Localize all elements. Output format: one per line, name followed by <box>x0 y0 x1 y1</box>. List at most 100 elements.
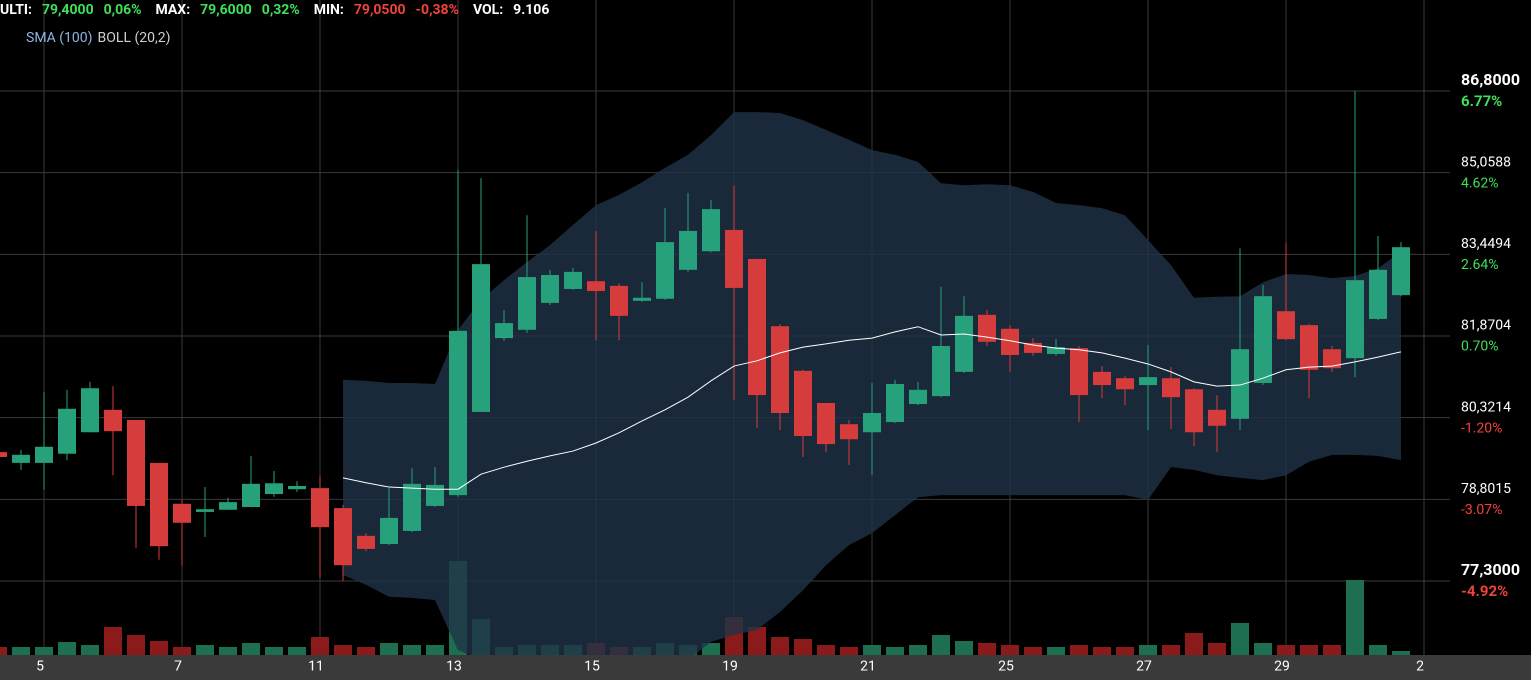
volume-bar <box>1392 651 1410 655</box>
legend-entry: BOLL (20,2) <box>97 30 171 46</box>
volume-bar <box>380 643 398 655</box>
candle-body <box>12 454 30 463</box>
y-tick-label: 78,8015 <box>1461 481 1511 497</box>
volume-bar <box>334 645 352 655</box>
volume-bar <box>150 641 168 655</box>
x-axis-bar <box>0 655 1531 680</box>
candle-body <box>978 314 996 342</box>
candle-body <box>0 452 7 457</box>
volume-bar <box>403 645 421 655</box>
candle-body <box>449 330 467 496</box>
candle-body <box>587 281 605 292</box>
candle-body <box>265 483 283 495</box>
candle-body <box>1093 371 1111 386</box>
volume-bar <box>173 647 191 655</box>
y-tick-label: 85,0588 <box>1461 154 1511 170</box>
header-item: MIN: 79,0500 -0,38% <box>314 2 459 18</box>
candle-body <box>1070 348 1088 396</box>
candle-body <box>840 424 858 440</box>
item-value: 79,4000 <box>41 2 94 18</box>
volume-bar <box>1001 645 1019 655</box>
candle-body <box>1116 378 1134 390</box>
volume-bar <box>702 643 720 655</box>
header: ULTI: 79,4000 0,06% MAX: 79,6000 0,32% MIN: 79,… <box>0 2 563 18</box>
item-change: 0,32% <box>261 2 300 18</box>
candle-body <box>932 346 950 397</box>
volume-bar <box>1346 580 1364 655</box>
candle-body <box>1162 378 1180 398</box>
candle-body <box>357 535 375 549</box>
candle-body <box>679 230 697 270</box>
candle-body <box>1323 349 1341 369</box>
candle-body <box>863 412 881 433</box>
candle-body <box>380 517 398 545</box>
x-tick-label: 19 <box>722 659 738 675</box>
candle-body <box>702 209 720 252</box>
candle-body <box>610 285 628 316</box>
candle-body <box>173 503 191 523</box>
candle-body <box>1392 247 1410 296</box>
volume-bar <box>1277 645 1295 655</box>
legend-entry: SMA (100) <box>26 30 93 46</box>
y-tick-label: 80,3214 <box>1461 399 1511 415</box>
item-label: VOL: <box>472 2 504 18</box>
volume-bar <box>932 635 950 655</box>
candle-body <box>81 388 99 433</box>
candle-body <box>288 485 306 490</box>
y-tick-label: 83,4494 <box>1461 236 1511 252</box>
volume-bar <box>794 639 812 655</box>
x-tick-label: 21 <box>860 659 876 675</box>
volume-bar <box>1024 647 1042 655</box>
candle-body <box>1231 349 1249 419</box>
volume-bar <box>81 645 99 655</box>
volume-bar <box>1116 647 1134 655</box>
candle-body <box>242 483 260 508</box>
volume-bar <box>1254 643 1272 655</box>
y-tick-change: 2.64% <box>1461 257 1499 273</box>
candle-body <box>334 508 352 566</box>
candle-body <box>403 483 421 531</box>
header-item: ULTI: 79,4000 0,06% <box>0 2 142 18</box>
volume-bar <box>771 637 789 655</box>
volume-bar <box>35 647 53 655</box>
candle-body <box>518 277 536 330</box>
candle-body <box>104 409 122 432</box>
volume-bar <box>357 647 375 655</box>
item-value: 79,6000 <box>200 2 252 18</box>
candle-body <box>725 229 743 288</box>
candle-body <box>1185 389 1203 433</box>
y-tick-label: 77,3000 <box>1461 560 1520 579</box>
candle-body <box>1277 311 1295 340</box>
volume-bar <box>748 627 766 655</box>
volume-bar <box>0 647 7 655</box>
volume-bar <box>311 637 329 655</box>
candle-body <box>909 389 927 405</box>
y-tick-change: -1.20% <box>1461 420 1502 436</box>
candle-body <box>472 264 490 412</box>
y-tick-label: 86,8000 <box>1461 70 1520 89</box>
volume-bar <box>196 645 214 655</box>
volume-bar <box>886 647 904 655</box>
candle-body <box>495 323 513 339</box>
x-tick-label: 13 <box>446 659 462 675</box>
candle-body <box>817 402 835 445</box>
candle-body <box>748 258 766 396</box>
y-tick-change: 6.77% <box>1461 92 1502 110</box>
y-tick-change: 0.70% <box>1461 339 1499 355</box>
item-label: MIN: <box>313 2 344 18</box>
volume-bar <box>1300 645 1318 655</box>
volume-bar <box>1047 647 1065 655</box>
x-tick-label: 15 <box>584 659 600 675</box>
candle-body <box>127 419 145 506</box>
candle-body <box>426 484 444 506</box>
bollinger-middle <box>342 326 1402 490</box>
candle-body <box>35 446 53 463</box>
volume-bar <box>127 635 145 655</box>
volume-bar <box>1231 623 1249 655</box>
volume-bar <box>1162 645 1180 655</box>
candle-body <box>564 271 582 289</box>
volume-bar <box>955 641 973 655</box>
item-change: -0,38% <box>415 2 459 18</box>
candle-body <box>771 326 789 413</box>
candle-body <box>794 370 812 437</box>
